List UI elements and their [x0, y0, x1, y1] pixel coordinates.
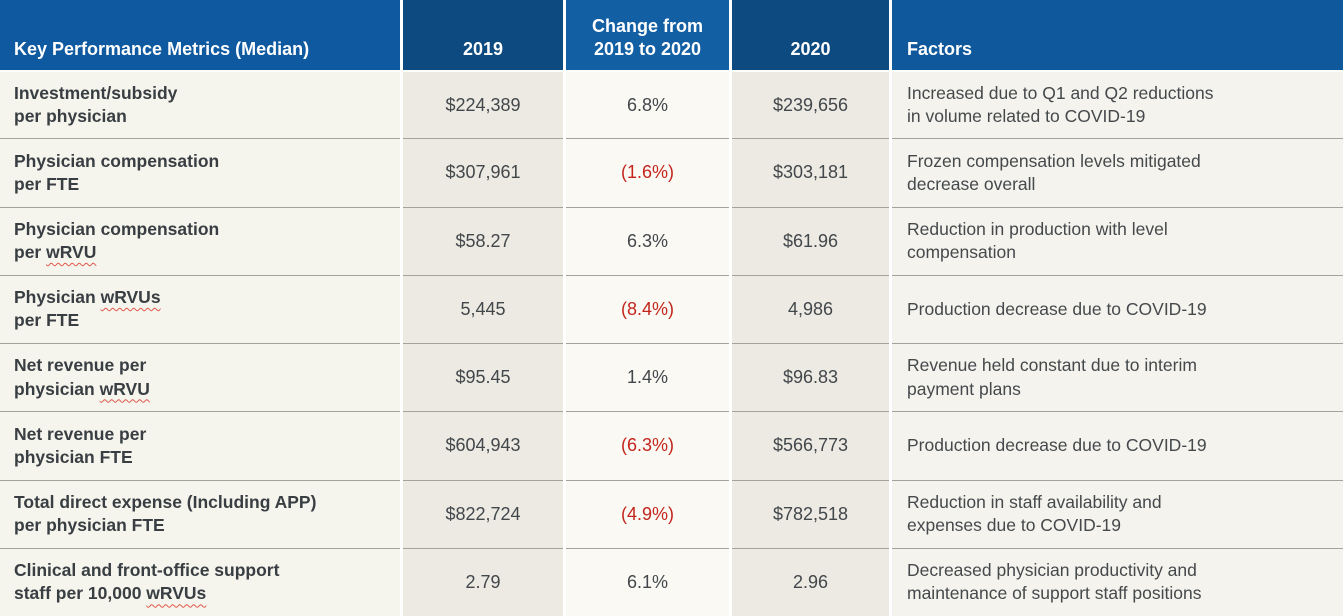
value-2020-cell: $61.96 — [732, 206, 889, 275]
column-header-factors: Factors — [892, 0, 1343, 70]
factors-cell: Production decrease due to COVID-19 — [892, 274, 1343, 343]
change-value: 1.4% — [626, 367, 669, 388]
value-2020: $566,773 — [772, 435, 849, 456]
table-row-metric: Investment/subsidy per physician — [0, 70, 400, 139]
metric-label: Physician compensation per wRVU — [14, 218, 220, 263]
value-2020: $239,656 — [772, 94, 849, 115]
value-2019: $822,724 — [445, 503, 521, 524]
column-header-factors-label: Factors — [907, 38, 973, 59]
metric-label: Investment/subsidy per physician — [14, 82, 178, 127]
change-cell: 6.8% — [566, 70, 729, 139]
value-2020: 2.96 — [792, 571, 829, 592]
change-cell: 6.3% — [566, 206, 729, 275]
value-2020: $61.96 — [782, 230, 839, 251]
change-value: (1.6%) — [620, 162, 674, 183]
factors-cell: Reduction in staff availability and expe… — [892, 479, 1343, 548]
value-2020-cell: $782,518 — [732, 479, 889, 548]
factors-text: Revenue held constant due to interim pay… — [907, 355, 1197, 399]
value-2020: 4,986 — [787, 298, 834, 319]
value-2019-cell: $822,724 — [403, 479, 563, 548]
metric-label: Net revenue per physician wRVU — [14, 355, 150, 399]
value-2019-cell: $224,389 — [403, 70, 563, 139]
factors-text: Production decrease due to COVID-19 — [907, 298, 1207, 319]
value-2020-cell: 2.96 — [732, 547, 889, 616]
value-2020-cell: $239,656 — [732, 70, 889, 139]
factors-cell: Reduction in production with level compe… — [892, 206, 1343, 275]
factors-cell: Increased due to Q1 and Q2 reductions in… — [892, 70, 1343, 139]
column-header-2019: 2019 — [403, 0, 563, 70]
factors-text: Production decrease due to COVID-19 — [907, 435, 1207, 456]
factors-text: Decreased physician productivity and mai… — [907, 560, 1202, 604]
factors-text: Frozen compensation levels mitigated dec… — [907, 150, 1201, 194]
change-cell: 1.4% — [566, 343, 729, 412]
value-2019-cell: $58.27 — [403, 206, 563, 275]
value-2020-cell: $566,773 — [732, 411, 889, 480]
column-header-change: Change from 2019 to 2020 — [566, 0, 729, 70]
factors-cell: Frozen compensation levels mitigated dec… — [892, 138, 1343, 207]
column-header-2020: 2020 — [732, 0, 889, 70]
column-header-2020-label: 2020 — [790, 38, 831, 59]
value-2019: 2.79 — [465, 571, 501, 592]
factors-text: Increased due to Q1 and Q2 reductions in… — [907, 82, 1214, 127]
metric-label: Net revenue per physician FTE — [14, 423, 147, 467]
metric-label: Clinical and front-office support staff … — [14, 560, 280, 604]
column-header-change-label: Change from 2019 to 2020 — [591, 15, 703, 59]
change-value: (8.4%) — [620, 298, 674, 319]
value-2020: $303,181 — [772, 162, 849, 183]
change-value: (6.3%) — [620, 435, 674, 456]
change-value: 6.1% — [626, 571, 669, 592]
value-2019: $604,943 — [445, 435, 521, 456]
factors-text: Reduction in staff availability and expe… — [907, 491, 1162, 536]
factors-cell: Production decrease due to COVID-19 — [892, 411, 1343, 480]
value-2020: $96.83 — [782, 367, 839, 388]
value-2019-cell: $604,943 — [403, 411, 563, 480]
factors-cell: Decreased physician productivity and mai… — [892, 547, 1343, 616]
change-cell: (4.9%) — [566, 479, 729, 548]
metric-label: Total direct expense (Including APP) per… — [14, 491, 317, 536]
value-2019: $58.27 — [455, 230, 511, 251]
factors-cell: Revenue held constant due to interim pay… — [892, 343, 1343, 412]
value-2020: $782,518 — [772, 503, 849, 524]
value-2019: $224,389 — [445, 94, 521, 115]
table-row-metric: Physician compensation per FTE — [0, 138, 400, 207]
metric-label: Physician compensation per FTE — [14, 150, 220, 194]
column-header-metrics-label: Key Performance Metrics (Median) — [14, 38, 310, 59]
table-row-metric: Net revenue per physician FTE — [0, 411, 400, 480]
value-2019: 5,445 — [460, 298, 506, 319]
change-value: 6.3% — [626, 230, 669, 251]
table-row-metric: Clinical and front-office support staff … — [0, 547, 400, 616]
change-value: (4.9%) — [620, 503, 674, 524]
value-2020-cell: $96.83 — [732, 343, 889, 412]
value-2019-cell: $307,961 — [403, 138, 563, 207]
change-cell: (8.4%) — [566, 274, 729, 343]
change-cell: (1.6%) — [566, 138, 729, 207]
change-value: 6.8% — [626, 94, 669, 115]
table-row-metric: Physician compensation per wRVU — [0, 206, 400, 275]
value-2019-cell: 5,445 — [403, 274, 563, 343]
metric-label: Physician wRVUs per FTE — [14, 287, 161, 331]
value-2019: $95.45 — [455, 367, 511, 388]
change-cell: 6.1% — [566, 547, 729, 616]
factors-text: Reduction in production with level compe… — [907, 218, 1168, 263]
table-row-metric: Total direct expense (Including APP) per… — [0, 479, 400, 548]
value-2019-cell: 2.79 — [403, 547, 563, 616]
table-row-metric: Net revenue per physician wRVU — [0, 343, 400, 412]
value-2020-cell: 4,986 — [732, 274, 889, 343]
table-row-metric: Physician wRVUs per FTE — [0, 274, 400, 343]
column-header-metrics: Key Performance Metrics (Median) — [0, 0, 400, 70]
change-cell: (6.3%) — [566, 411, 729, 480]
value-2019-cell: $95.45 — [403, 343, 563, 412]
value-2019: $307,961 — [445, 162, 521, 183]
column-header-2019-label: 2019 — [462, 38, 504, 59]
value-2020-cell: $303,181 — [732, 138, 889, 207]
